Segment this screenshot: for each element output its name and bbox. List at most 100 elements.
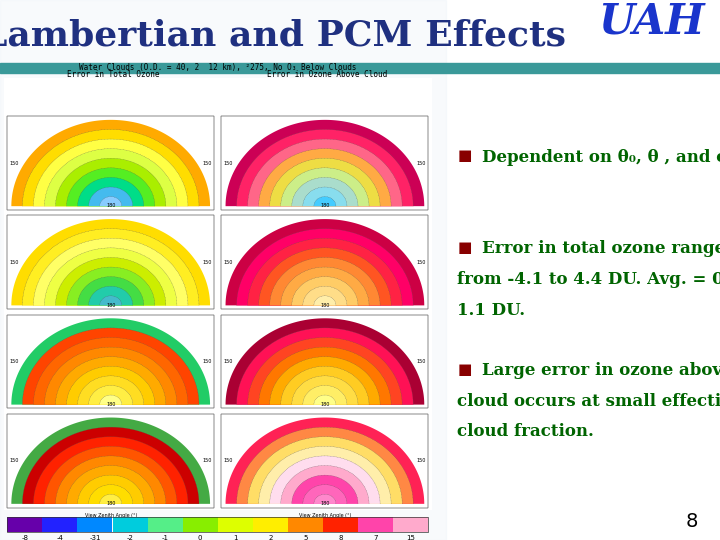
Text: -2: -2 xyxy=(127,535,133,540)
Text: 150: 150 xyxy=(202,359,212,364)
Bar xyxy=(222,414,428,508)
Polygon shape xyxy=(7,178,215,206)
Text: Error in Ozone Above Cloud: Error in Ozone Above Cloud xyxy=(267,70,387,79)
Polygon shape xyxy=(222,187,428,206)
Polygon shape xyxy=(222,296,428,306)
Text: Lambertian and PCM Effects: Lambertian and PCM Effects xyxy=(0,18,566,52)
Bar xyxy=(222,116,428,210)
Polygon shape xyxy=(7,228,215,306)
Polygon shape xyxy=(7,296,215,306)
Text: 180: 180 xyxy=(106,402,115,407)
Polygon shape xyxy=(222,456,428,504)
Polygon shape xyxy=(7,395,215,404)
Polygon shape xyxy=(7,318,215,404)
Polygon shape xyxy=(7,446,215,504)
Text: 2: 2 xyxy=(269,535,273,540)
Polygon shape xyxy=(222,219,428,306)
Text: 180: 180 xyxy=(320,203,330,208)
Polygon shape xyxy=(222,356,428,404)
Polygon shape xyxy=(7,338,215,404)
Polygon shape xyxy=(222,465,428,504)
Bar xyxy=(183,517,218,532)
Bar xyxy=(222,215,428,309)
Polygon shape xyxy=(7,120,215,206)
Text: 150: 150 xyxy=(202,458,212,463)
Text: cloud occurs at small effective: cloud occurs at small effective xyxy=(457,393,720,409)
Polygon shape xyxy=(222,494,428,504)
Polygon shape xyxy=(222,376,428,404)
Polygon shape xyxy=(7,485,215,504)
Polygon shape xyxy=(7,356,215,404)
Polygon shape xyxy=(7,465,215,504)
Text: 5: 5 xyxy=(303,535,307,540)
Polygon shape xyxy=(7,417,215,504)
Polygon shape xyxy=(222,168,428,206)
Text: 1: 1 xyxy=(233,535,238,540)
Text: 150: 150 xyxy=(417,458,426,463)
Text: cloud fraction.: cloud fraction. xyxy=(457,423,594,440)
Polygon shape xyxy=(222,446,428,504)
Bar xyxy=(148,517,183,532)
Polygon shape xyxy=(7,248,215,306)
Polygon shape xyxy=(7,427,215,504)
Polygon shape xyxy=(7,139,215,206)
Bar xyxy=(7,215,214,309)
Text: -31: -31 xyxy=(89,535,101,540)
Polygon shape xyxy=(222,475,428,504)
Bar xyxy=(7,116,214,210)
Polygon shape xyxy=(7,148,215,206)
Polygon shape xyxy=(7,494,215,504)
Polygon shape xyxy=(7,238,215,306)
Text: Water Clouds (O.D. = 40, 2  12 km), ²275, No O₃ Below Clouds: Water Clouds (O.D. = 40, 2 12 km), ²275,… xyxy=(79,63,356,72)
Text: 150: 150 xyxy=(223,260,233,265)
Text: ■: ■ xyxy=(457,362,472,377)
Bar xyxy=(222,314,428,408)
Text: Error in total ozone ranges: Error in total ozone ranges xyxy=(482,240,720,257)
Text: -4: -4 xyxy=(56,535,63,540)
Bar xyxy=(0,0,446,540)
Bar xyxy=(222,414,428,508)
Polygon shape xyxy=(222,318,428,404)
Text: Error in Total Ozone: Error in Total Ozone xyxy=(66,70,159,79)
Bar xyxy=(7,414,214,508)
Bar xyxy=(253,517,288,532)
Bar xyxy=(222,116,428,210)
Polygon shape xyxy=(7,376,215,404)
Bar xyxy=(222,314,428,408)
Bar xyxy=(323,517,359,532)
Polygon shape xyxy=(7,258,215,306)
Polygon shape xyxy=(7,187,215,206)
Text: 7: 7 xyxy=(374,535,378,540)
Polygon shape xyxy=(222,395,428,404)
Text: ■: ■ xyxy=(457,240,472,255)
Text: 180: 180 xyxy=(320,302,330,307)
Bar xyxy=(7,314,214,408)
Bar xyxy=(217,517,253,532)
Text: 180: 180 xyxy=(106,501,115,506)
Polygon shape xyxy=(7,347,215,404)
Polygon shape xyxy=(222,248,428,306)
Text: ■: ■ xyxy=(457,148,472,164)
Bar xyxy=(78,517,112,532)
Bar xyxy=(222,215,428,309)
Polygon shape xyxy=(222,158,428,206)
Polygon shape xyxy=(7,456,215,504)
Polygon shape xyxy=(222,139,428,206)
Text: 150: 150 xyxy=(202,160,212,166)
Text: 180: 180 xyxy=(320,501,330,506)
Polygon shape xyxy=(7,286,215,306)
Polygon shape xyxy=(222,328,428,404)
Polygon shape xyxy=(7,276,215,306)
Text: 150: 150 xyxy=(9,359,19,364)
Bar xyxy=(4,78,432,510)
Polygon shape xyxy=(7,386,215,404)
Bar xyxy=(7,517,428,532)
Polygon shape xyxy=(7,437,215,504)
Text: 150: 150 xyxy=(417,160,426,166)
Polygon shape xyxy=(222,228,428,306)
Polygon shape xyxy=(7,366,215,404)
Text: 180: 180 xyxy=(106,203,115,208)
Text: 150: 150 xyxy=(223,458,233,463)
Bar xyxy=(112,517,148,532)
Text: 15: 15 xyxy=(406,535,415,540)
